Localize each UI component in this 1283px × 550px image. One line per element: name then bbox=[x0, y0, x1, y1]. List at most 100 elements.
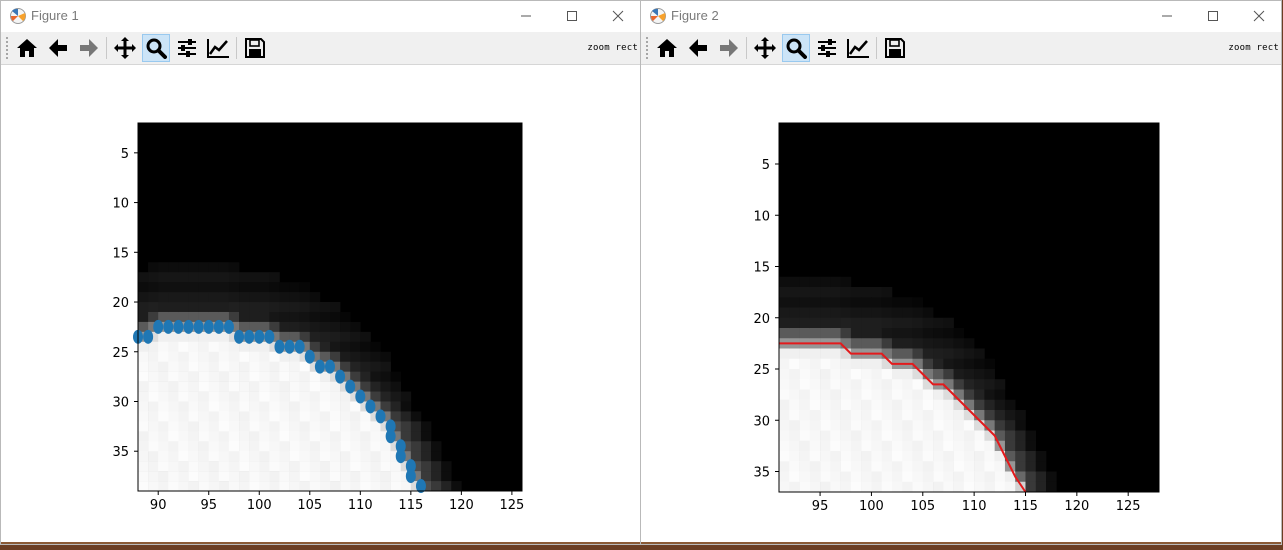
heatmap-cell bbox=[984, 358, 995, 370]
close-button[interactable] bbox=[595, 1, 641, 31]
heatmap-cell bbox=[799, 317, 811, 329]
close-button[interactable] bbox=[1236, 1, 1282, 31]
heatmap-cell bbox=[830, 430, 841, 442]
forward-button[interactable] bbox=[715, 34, 743, 62]
heatmap-cell bbox=[809, 471, 821, 483]
heatmap-cell bbox=[922, 430, 934, 442]
heatmap-cell bbox=[850, 328, 862, 339]
heatmap-cell bbox=[840, 287, 852, 298]
heatmap-cell bbox=[912, 379, 924, 390]
heatmap-cell bbox=[922, 471, 934, 483]
pan-button[interactable] bbox=[111, 34, 139, 62]
heatmap-cell bbox=[269, 321, 280, 333]
toolbar-grip[interactable] bbox=[5, 36, 9, 60]
heatmap-cells bbox=[779, 276, 1057, 493]
heatmap-cell bbox=[299, 331, 311, 343]
heatmap-cell bbox=[840, 451, 852, 462]
edit-axis-icon bbox=[847, 39, 869, 58]
heatmap-cell bbox=[871, 389, 883, 401]
save-icon bbox=[245, 38, 265, 58]
heatmap-cell bbox=[994, 451, 1006, 462]
heatmap-cell bbox=[158, 361, 169, 372]
home-button[interactable] bbox=[653, 34, 681, 62]
heatmap-cell bbox=[902, 461, 913, 472]
heatmap-cell bbox=[259, 441, 270, 452]
heatmap-cell bbox=[218, 302, 230, 313]
heatmap-cell bbox=[178, 471, 189, 482]
heatmap-cell bbox=[431, 451, 442, 462]
heatmap-cell bbox=[259, 381, 270, 392]
scatter-point bbox=[234, 329, 245, 344]
heatmap-cell bbox=[943, 389, 954, 401]
heatmap-cell bbox=[820, 369, 831, 380]
heatmap-cell bbox=[1035, 461, 1047, 472]
save-button[interactable] bbox=[241, 34, 269, 62]
forward-button[interactable] bbox=[75, 34, 103, 62]
heatmap-cell bbox=[148, 441, 159, 452]
heatmap-cell bbox=[228, 272, 240, 283]
heatmap-cell bbox=[420, 441, 432, 452]
back-button[interactable] bbox=[684, 34, 712, 62]
zoom-button[interactable] bbox=[142, 34, 170, 62]
heatmap-cell bbox=[239, 371, 250, 382]
heatmap-cell bbox=[168, 371, 179, 382]
figure-canvas[interactable]: 95 100 105 110 115 120 125 5 10 15 20 25 30 35 bbox=[641, 65, 1281, 544]
heatmap-cell bbox=[289, 321, 300, 333]
heatmap-cell bbox=[198, 441, 210, 452]
heatmap-cell bbox=[239, 471, 250, 482]
zoom-button[interactable] bbox=[782, 34, 810, 62]
y-tick-label: 15 bbox=[753, 261, 770, 276]
heatmap-cell bbox=[228, 441, 240, 452]
heatmap-cell bbox=[789, 328, 800, 339]
heatmap-cell bbox=[861, 369, 872, 380]
minimize-button[interactable] bbox=[1144, 1, 1190, 31]
heatmap-cell bbox=[912, 451, 924, 462]
heatmap-cell bbox=[861, 399, 872, 411]
heatmap-cell bbox=[820, 440, 831, 452]
heatmap-cell bbox=[218, 451, 230, 462]
title-bar[interactable]: Figure 1 bbox=[1, 1, 640, 31]
heatmap-cell bbox=[309, 371, 321, 382]
configure-subplots-button[interactable] bbox=[173, 34, 201, 62]
heatmap-chart[interactable]: 90 95 100 105 110 115 120 125 5 10 15 20 25 30 35 bbox=[1, 65, 640, 546]
heatmap-cell bbox=[370, 371, 381, 382]
heatmap-cell bbox=[168, 481, 179, 492]
heatmap-cell bbox=[249, 481, 260, 492]
edit-axis-button[interactable] bbox=[204, 34, 232, 62]
home-button[interactable] bbox=[13, 34, 41, 62]
x-tick-label: 100 bbox=[247, 498, 272, 513]
heatmap-cell bbox=[840, 348, 852, 360]
heatmap-cell bbox=[912, 461, 924, 472]
minimize-button[interactable] bbox=[503, 1, 549, 31]
heatmap-cell bbox=[188, 302, 199, 313]
heatmap-cell bbox=[188, 292, 199, 303]
heatmap-cell bbox=[360, 421, 371, 432]
toolbar-separator bbox=[876, 37, 877, 59]
title-bar[interactable]: Figure 2 bbox=[641, 1, 1281, 31]
scatter-point bbox=[385, 429, 396, 444]
heatmap-cell bbox=[820, 389, 831, 401]
heatmap-cell bbox=[974, 430, 985, 442]
back-button[interactable] bbox=[44, 34, 72, 62]
edit-axis-button[interactable] bbox=[844, 34, 872, 62]
heatmap-cell bbox=[994, 481, 1006, 493]
save-button[interactable] bbox=[881, 34, 909, 62]
configure-subplots-button[interactable] bbox=[813, 34, 841, 62]
heatmap-cell bbox=[259, 351, 270, 363]
maximize-button[interactable] bbox=[549, 1, 595, 31]
heatmap-cell bbox=[148, 471, 159, 482]
pan-button[interactable] bbox=[751, 34, 779, 62]
heatmap-cell bbox=[319, 441, 331, 452]
heatmap-chart[interactable]: 95 100 105 110 115 120 125 5 10 15 20 25 30 35 bbox=[641, 65, 1281, 546]
heatmap-cell bbox=[319, 461, 331, 472]
heatmap-cell bbox=[799, 379, 811, 390]
figure-canvas[interactable]: 90 95 100 105 110 115 120 125 5 10 15 20 25 30 35 bbox=[1, 65, 640, 544]
heatmap-cell bbox=[168, 351, 179, 363]
heatmap-cell bbox=[289, 411, 300, 422]
heatmap-cell bbox=[861, 440, 872, 452]
heatmap-cell bbox=[933, 338, 944, 349]
heatmap-cell bbox=[799, 471, 811, 483]
toolbar-grip[interactable] bbox=[645, 36, 649, 60]
heatmap-cell bbox=[239, 431, 250, 442]
maximize-button[interactable] bbox=[1190, 1, 1236, 31]
